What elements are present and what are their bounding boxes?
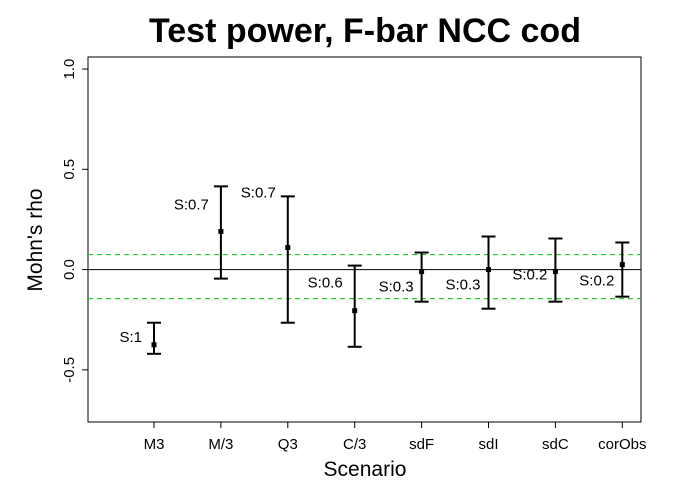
point-label: S:1 (119, 329, 142, 346)
x-tick-label: Q3 (278, 436, 298, 453)
y-axis-label: Mohn's rho (24, 188, 47, 291)
point-label: S:0.7 (174, 196, 209, 213)
point-label: S:0.6 (308, 275, 343, 292)
x-tick-label: corObs (598, 436, 646, 453)
error-bar (414, 251, 429, 303)
data-point (619, 262, 625, 268)
chart-title: Test power, F-bar NCC cod (149, 12, 581, 50)
x-tick-label: M/3 (208, 436, 233, 453)
point-label: S:0.2 (579, 273, 614, 290)
error-bar (481, 235, 496, 310)
x-tick-label: sdI (478, 436, 498, 453)
data-point (352, 308, 358, 314)
data-point (285, 245, 291, 251)
x-axis: M3 M/3 Q3 C/3 sdF sdI sdC corObs (144, 422, 646, 453)
plot-frame (87, 56, 642, 423)
y-tick-label: 0.5 (61, 159, 78, 180)
data-point (419, 269, 425, 275)
x-axis-label: Scenario (324, 458, 407, 480)
error-bar (548, 237, 563, 303)
y-tick-label: -0.5 (61, 357, 78, 383)
point-label: S:0.3 (379, 279, 414, 296)
y-tick-label: 1.0 (61, 59, 78, 80)
reference-lines (88, 253, 641, 300)
point-label: S:0.2 (512, 267, 547, 284)
error-bar (615, 241, 630, 298)
error-bar (147, 321, 161, 355)
x-tick-label: sdF (409, 436, 434, 453)
data-point (218, 228, 224, 234)
x-tick-label: C/3 (343, 436, 366, 453)
error-bar (213, 185, 228, 280)
error-bar (280, 195, 295, 324)
data-point (486, 267, 491, 273)
data-point (552, 269, 558, 275)
x-tick-label: M3 (144, 436, 165, 453)
y-tick-label: 0.0 (61, 259, 78, 280)
error-bar (347, 264, 362, 348)
error-bars (147, 185, 630, 355)
y-axis: -0.5 0.0 0.5 1.0 (61, 59, 88, 383)
point-label: S:0.3 (445, 277, 480, 294)
data-point (151, 342, 157, 348)
point-labels: S:1 S:0.7 S:0.7 S:0.6 S:0.3 S:0.3 S:0.2 S:0.2 (119, 185, 614, 346)
point-label: S:0.7 (241, 185, 276, 202)
x-tick-label: sdC (542, 436, 569, 453)
